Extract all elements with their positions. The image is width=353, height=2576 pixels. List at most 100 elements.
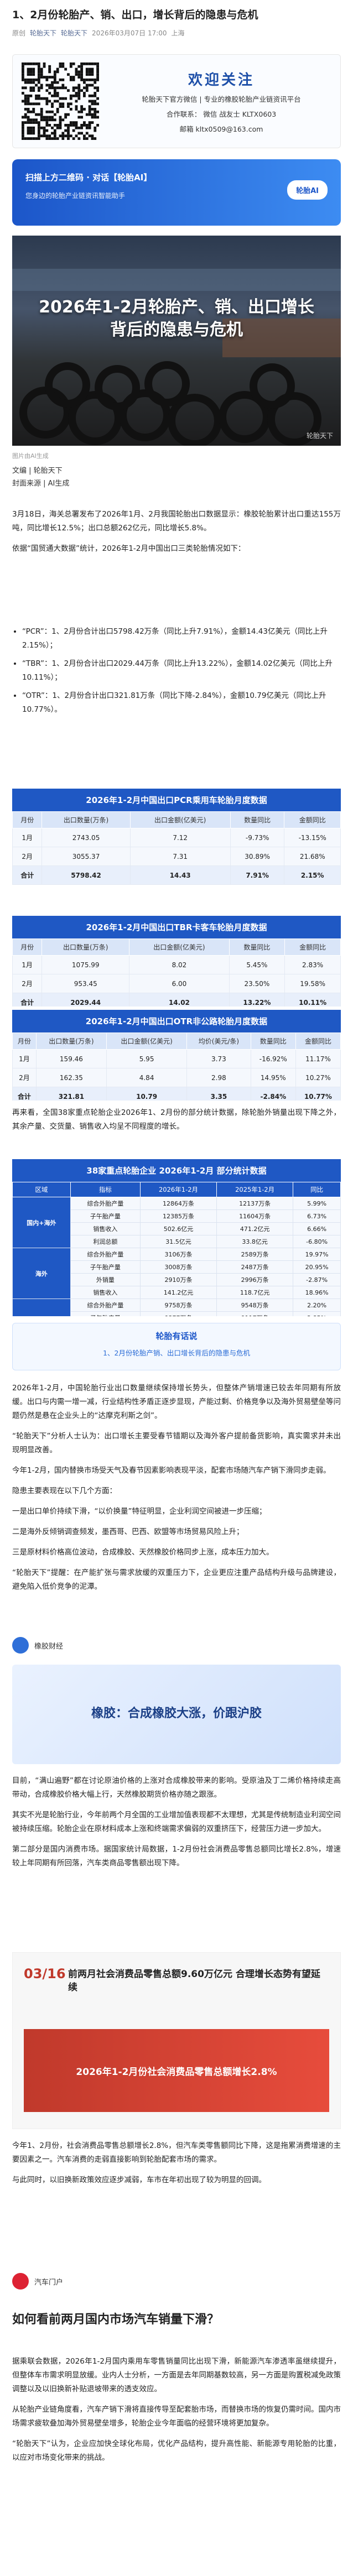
cell: 6.00 [129,974,230,993]
cell: 2.98 [186,1068,251,1087]
cell: 2029.44 [41,993,130,1007]
qr-cell [27,97,30,100]
qr-cell [96,116,99,119]
credit: 文编 | 轮胎天下 [12,467,63,475]
qr-cell [91,116,94,119]
cell: 10.79 [106,1087,188,1101]
qr-cell [69,108,72,111]
row: 子午胎产量 12385万条 11604万条 6.73% [13,1209,341,1223]
promo-text: 欢迎关注 轮胎天下官方微信 | 专业的橡胶轮胎产业链资讯平台 合作联系： 微信 … [99,69,331,134]
qr-cell [45,129,49,132]
header-cell: 数量同比 [230,811,285,828]
qr-cell [43,129,46,132]
header-cell: 均价(美元/条) [186,1033,251,1050]
qr-cell [80,70,84,74]
qr-cell [83,62,86,65]
qr-cell [24,86,27,90]
qr-cell [22,62,24,65]
qr-cell [27,129,30,132]
header-row: 月份 出口数量(万条) 出口金额(亿美元) 均价(美元/条) 数量同比 金额同比 [12,1033,341,1050]
qr-cell [40,67,43,71]
qr-cell [22,67,24,71]
cell: 5.95 [106,1049,188,1068]
bullet-list: “PCR”：1、2月份合计出口5798.42万条（同比上升7.91%），金额14… [12,625,341,717]
says-item[interactable]: 1、2月份轮胎产销、出口增长背后的隐患与危机 [103,1349,250,1357]
qr-cell [67,113,70,116]
cell: 18.96% [293,1286,341,1299]
cell: 8.02 [129,955,230,974]
qr-cell [43,65,46,68]
cell: -6.80% [293,1235,341,1248]
cell: 2996万条 [216,1273,294,1286]
qr-cell [75,100,78,103]
hero-title: 2026年1-2月轮胎产、销、出口增长背后的隐患与危机 [39,298,314,340]
email: 邮箱 kltx0509@163.com [179,125,263,133]
row: 子午胎产量9377万条9117万条2.85% [13,1311,341,1316]
qr-cell [29,62,33,65]
ai-button[interactable]: 轮胎AI [287,180,328,200]
qr-cell [80,67,84,71]
row: 子午胎产量 3008万条 2487万条 20.95% [13,1260,341,1274]
source: 汽车门户 [12,2267,341,2295]
qr-cell [27,100,30,103]
qr-cell [27,67,30,71]
cell: 19.97% [293,1248,341,1261]
qr-cell [53,124,56,127]
qr-cell [29,132,33,135]
qr-cell [35,102,38,106]
paragraph: 再来看，全国38家重点轮胎企业2026年1、2月份的部分统计数据，除轮胎外销量出… [12,1108,341,1131]
cell: -2.84% [250,1087,296,1101]
qr-cell [91,108,94,111]
row: 国内+海外 综合外胎产量 12864万条 12137万条 5.99% [12,1197,341,1248]
cell: -13.15% [284,828,341,847]
cell: 502.6亿元 [139,1222,217,1235]
qr-cell [94,116,97,119]
qr-cell [24,100,27,103]
qr-cell [77,94,81,97]
qr-cell [29,81,33,84]
qr-cell [85,73,89,76]
qr-cell [67,137,70,140]
table-section: 2026年1-2月中国出口TBR卡客车轮胎月度数据 月份 出口数量(万条) 出口金额(… [0,912,353,1007]
qr-cell [91,100,94,103]
cell: 953.45 [41,974,130,993]
qr-cell [45,110,49,113]
qr-cell [22,70,24,74]
qr-cell [27,126,30,129]
cell: 2月 [12,1068,37,1087]
row: 2月 3055.37 7.31 30.89% 21.68% [12,847,341,866]
paragraph: 今年1、2月份，社会消费品零售总额增长2.8%，但汽车类零售额同比下降，这是拖累… [12,2141,341,2164]
cell: 12385万条 [139,1209,217,1223]
qr-cell [43,116,46,119]
qr-cell [53,73,56,76]
qr-cell [88,84,91,87]
qr-cell [83,137,86,140]
cell: 13.22% [229,993,285,1007]
qr-cell [94,92,97,95]
hero-section: 2026年1-2月轮胎产、销、出口增长背后的隐患与危机 轮胎天下 [0,232,353,448]
qr-cell [37,78,40,81]
cell: 3.73 [186,1049,251,1068]
qr-cell [77,132,81,135]
qr-cell [37,134,40,138]
cell: 9548万条 [216,1299,294,1312]
qr-cell [32,89,35,92]
qr-cell [77,137,81,140]
qr-cell [94,110,97,113]
cell: 销售收入 [70,1286,141,1299]
header-cell: 区域 [12,1182,71,1197]
qr-cell [32,108,35,111]
qr-cell [59,78,62,81]
qr-cell [96,67,99,71]
qr-cell [56,110,59,113]
qr-cell [91,70,94,74]
paragraph: 与此同时，以旧换新政策效应逐步减弱，车市在年初出现了较为明显的回调。 [12,2175,266,2184]
tires [19,361,321,446]
qr-cell [24,108,27,111]
qr-cell [61,118,65,122]
header-cell: 同比 [293,1182,341,1197]
header-cell: 金额同比 [284,811,341,828]
sky-band [12,269,341,291]
cons-section: 03/16 前两月社会消费品零售总额9.60万亿元 合理增长态势有望延续 202… [0,1947,353,2135]
cell: 14.95% [250,1068,296,1087]
